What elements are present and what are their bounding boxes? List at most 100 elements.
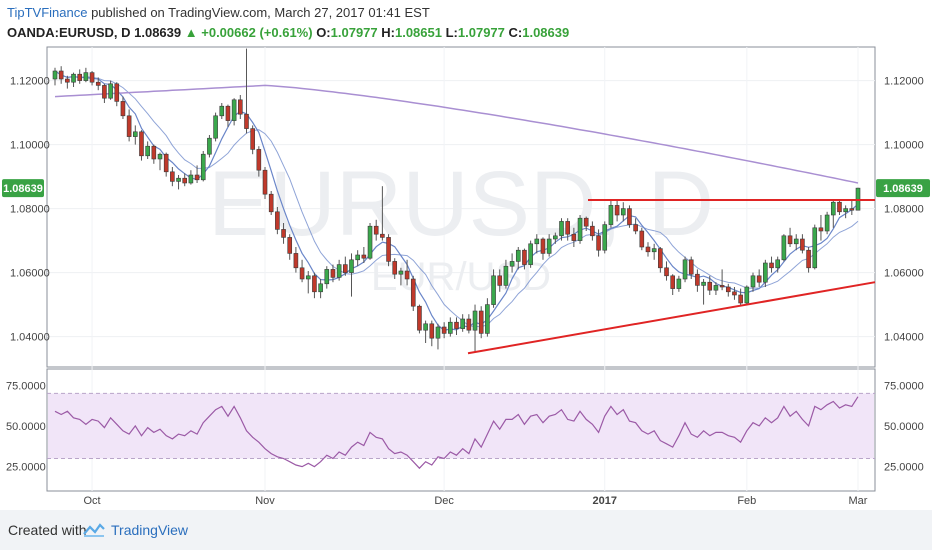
tradingview-logo-icon: [83, 523, 105, 537]
candle-body: [77, 73, 83, 81]
publisher-name[interactable]: TipTVFinance: [7, 5, 88, 20]
price-chart[interactable]: 1.12000 1.12000 1.10000 1.10000 1.08000 1.080…: [0, 0, 932, 510]
candle-body: [806, 249, 811, 269]
rsi-tick-right: 50.0000: [884, 421, 924, 433]
publish-info: TipTVFinance published on TradingView.co…: [7, 5, 430, 20]
candle-body: [546, 238, 552, 254]
candle-body: [65, 78, 70, 83]
candle-body: [312, 275, 317, 293]
candle-body: [83, 72, 89, 81]
candle-body: [200, 153, 206, 181]
candle-body: [583, 217, 589, 227]
last-price-badge-left: [2, 179, 44, 198]
change-value: +0.00662 (+0.61%): [201, 25, 313, 40]
candle-body: [664, 267, 669, 277]
candle-body: [170, 171, 175, 182]
candle-body: [744, 286, 750, 304]
price-tick-right: 1.04000: [884, 332, 924, 344]
candle-body: [293, 253, 299, 269]
candle-body: [676, 278, 682, 289]
candle-body: [775, 259, 781, 269]
candle-body: [800, 238, 805, 251]
candle-body: [515, 249, 521, 262]
candle-body: [324, 269, 330, 285]
last-price: 1.08639: [134, 25, 182, 40]
candle-body: [410, 278, 416, 307]
candle-body: [58, 70, 64, 80]
candle-body: [738, 294, 743, 304]
candle-body: [460, 318, 465, 329]
open-label: O:: [316, 25, 331, 40]
candle-body: [429, 323, 435, 339]
candle-body: [441, 326, 447, 334]
candle-body: [627, 208, 632, 225]
candle-body: [343, 264, 348, 273]
support-trendline: [467, 281, 876, 355]
candle-body: [639, 230, 645, 248]
candle-body: [509, 261, 515, 267]
candle-body: [559, 221, 564, 237]
candle-body: [837, 201, 842, 213]
candle-body: [478, 310, 484, 334]
candle-body: [818, 227, 824, 232]
time-tick: Oct: [83, 495, 100, 507]
low-label: L:: [445, 25, 458, 40]
candle-body: [213, 115, 218, 139]
published-text: published on TradingView.com, March 27, …: [91, 5, 430, 20]
candle-body: [367, 225, 373, 259]
candle-body: [682, 259, 688, 280]
candle-body: [238, 99, 243, 115]
price-tick-right: 1.12000: [884, 76, 924, 88]
candle-body: [139, 131, 144, 157]
candle-body: [207, 137, 212, 155]
last-price-badge-right: [876, 179, 930, 198]
candle-body: [849, 208, 855, 211]
candle-body: [472, 310, 478, 331]
candle-body: [52, 70, 58, 80]
close-label: C:: [508, 25, 523, 40]
candle-body: [620, 208, 626, 216]
candle-body: [188, 174, 194, 184]
time-tick: Feb: [737, 495, 756, 507]
candle-body: [256, 149, 262, 171]
candle-body: [769, 262, 774, 269]
candle-body: [725, 286, 731, 293]
candle-body: [305, 275, 311, 280]
candle-body: [750, 275, 756, 288]
rsi-tick-left: 50.0000: [6, 421, 46, 433]
candle-body: [423, 323, 428, 331]
candle-body: [824, 214, 830, 232]
candle-body: [651, 248, 657, 253]
candle-body: [114, 83, 120, 102]
created-with-text: Created with: [8, 522, 87, 538]
candle-body: [732, 291, 737, 296]
price-tick-left: 1.10000: [10, 140, 50, 152]
candle-body: [250, 128, 255, 150]
candle-body: [95, 81, 101, 86]
candle-body: [448, 321, 453, 334]
candle-body: [392, 261, 398, 275]
candle-body: [763, 262, 768, 283]
candle-body: [231, 99, 237, 121]
watermark-symbol: EURUSD, D: [208, 153, 714, 255]
price-tick-left: 1.06000: [10, 268, 50, 280]
candle-body: [145, 145, 150, 157]
candle-body: [268, 193, 274, 213]
candle-body: [454, 321, 459, 329]
ohlc-legend: OANDA:EURUSD, D 1.08639 ▲ +0.00662 (+0.6…: [7, 25, 569, 40]
candle-body: [695, 273, 700, 286]
candle-body: [577, 217, 583, 241]
candle-body: [349, 259, 354, 273]
candle-body: [466, 318, 472, 331]
price-tick-left: 1.04000: [10, 332, 50, 344]
candle-body: [287, 237, 293, 254]
candle-body: [120, 101, 126, 117]
candle-body: [398, 270, 404, 275]
candle-body: [182, 177, 188, 184]
tradingview-brand[interactable]: TradingView: [111, 522, 189, 538]
candle-body: [688, 259, 694, 275]
candle-body: [133, 131, 138, 137]
candle-body: [670, 275, 675, 289]
candle-body: [176, 177, 181, 182]
candle-body: [645, 246, 651, 253]
